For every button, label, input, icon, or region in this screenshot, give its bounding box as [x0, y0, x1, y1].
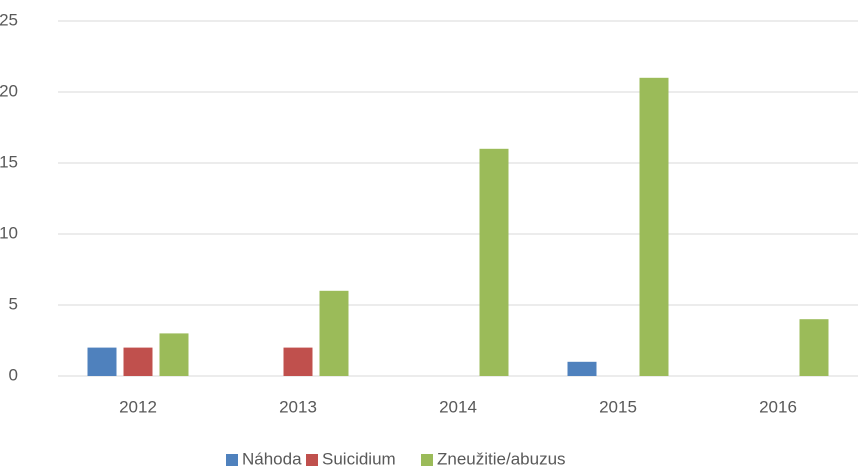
- bar: [639, 77, 669, 377]
- bar: [283, 347, 313, 376]
- y-tick-label: 0: [9, 365, 18, 384]
- legend-swatch: [421, 454, 433, 466]
- y-tick-label: 25: [0, 10, 18, 29]
- y-tick-label: 5: [9, 294, 18, 313]
- x-tick-label: 2012: [119, 397, 157, 416]
- bar: [319, 290, 349, 376]
- bar: [159, 333, 189, 376]
- y-tick-label: 15: [0, 152, 18, 171]
- legend-swatch: [306, 454, 318, 466]
- x-tick-label: 2013: [279, 397, 317, 416]
- legend-label: Náhoda: [242, 449, 302, 468]
- x-tick-label: 2014: [439, 397, 477, 416]
- bar: [567, 361, 597, 376]
- x-tick-label: 2015: [599, 397, 637, 416]
- legend-label: Suicidium: [322, 449, 396, 468]
- legend-label: Zneužitie/abuzus: [437, 449, 566, 468]
- y-tick-label: 10: [0, 223, 18, 242]
- bar: [87, 347, 117, 376]
- bar: [123, 347, 153, 376]
- bar: [479, 148, 509, 376]
- x-tick-label: 2016: [759, 397, 797, 416]
- legend-swatch: [226, 454, 238, 466]
- y-tick-label: 20: [0, 81, 18, 100]
- bar: [799, 319, 829, 376]
